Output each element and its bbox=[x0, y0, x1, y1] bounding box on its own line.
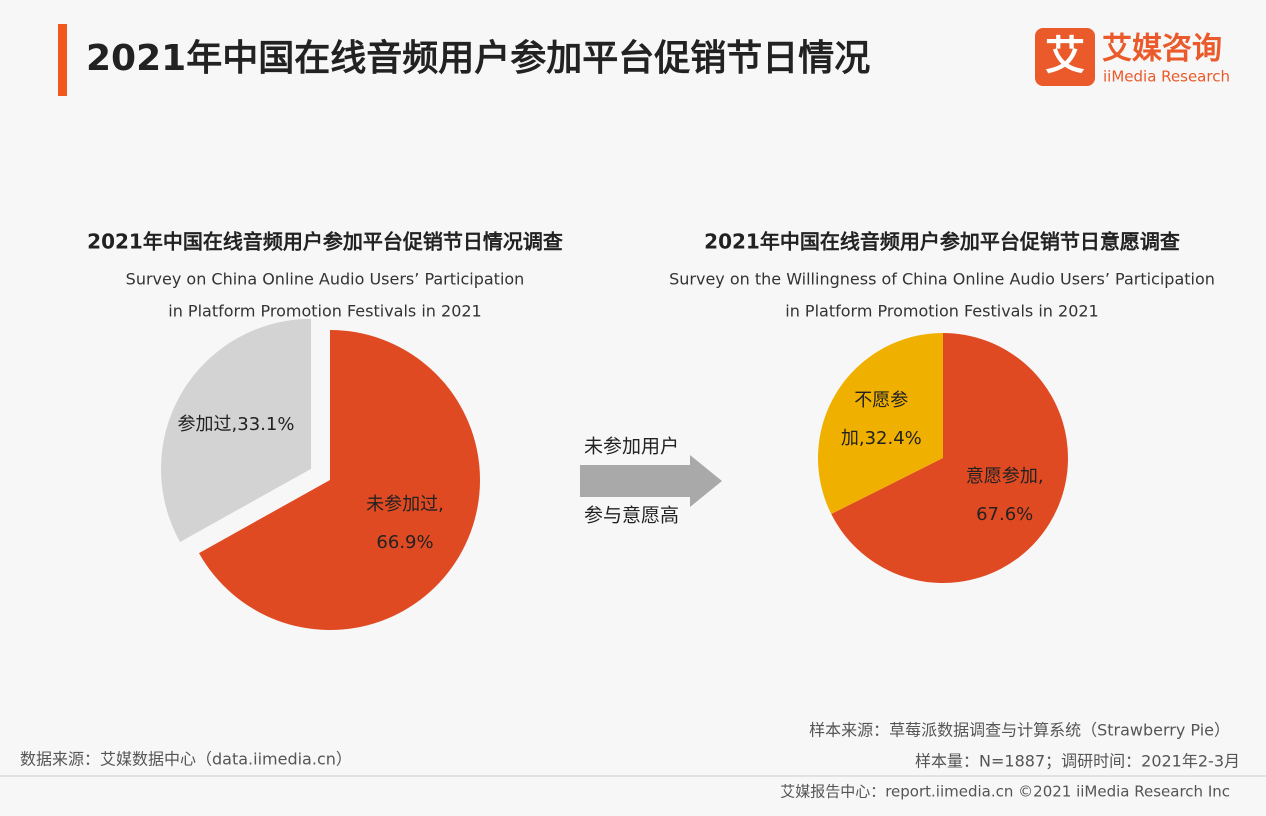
chart-title: 2021年中国在线音频用户参加平台促销节日情况调查 bbox=[87, 230, 563, 254]
logo-sub: iiMedia Research bbox=[1103, 68, 1230, 86]
chart-subtitle: in Platform Promotion Festivals in 2021 bbox=[168, 302, 481, 321]
sample: 样本量：N=1887；调研时间：2021年2-3月 bbox=[915, 752, 1240, 771]
slice-label: 67.6% bbox=[976, 504, 1033, 525]
arrow-label: 参与意愿高 bbox=[584, 505, 679, 527]
slice-label: 加,32.4% bbox=[841, 428, 922, 449]
chart-subtitle: Survey on China Online Audio Users’ Part… bbox=[126, 270, 525, 289]
title-bar bbox=[58, 24, 67, 96]
arrow-label: 未参加用户 bbox=[584, 436, 679, 458]
slice-label: 意愿参加, bbox=[966, 466, 1044, 487]
copyright: 艾媒报告中心：report.iimedia.cn ©2021 iiMedia R… bbox=[780, 783, 1230, 801]
slice-label: 未参加过, bbox=[366, 494, 444, 515]
chart-subtitle: in Platform Promotion Festivals in 2021 bbox=[785, 302, 1098, 321]
chart-title: 2021年中国在线音频用户参加平台促销节日意愿调查 bbox=[704, 230, 1180, 254]
slice-label: 66.9% bbox=[376, 532, 433, 553]
pie-slice bbox=[831, 333, 1068, 583]
chart-subtitle: Survey on the Willingness of China Onlin… bbox=[669, 270, 1215, 289]
arrow bbox=[580, 455, 722, 507]
pie-slice bbox=[818, 333, 943, 515]
slice-label: 不愿参 bbox=[854, 390, 908, 411]
pie-slice bbox=[161, 318, 312, 542]
logo-box bbox=[1035, 28, 1095, 86]
slice-label: 参加过,33.1% bbox=[178, 414, 295, 435]
logo-name: 艾媒咨询 bbox=[1102, 32, 1222, 67]
source: 数据来源：艾媒数据中心（data.iimedia.cn） bbox=[20, 750, 352, 769]
page-title: 2021年中国在线音频用户参加平台促销节日情况 bbox=[86, 38, 870, 79]
logo-mark: 艾 bbox=[1045, 33, 1085, 79]
source: 样本来源：草莓派数据调查与计算系统（Strawberry Pie） bbox=[809, 721, 1230, 740]
pie-slice bbox=[199, 330, 481, 630]
